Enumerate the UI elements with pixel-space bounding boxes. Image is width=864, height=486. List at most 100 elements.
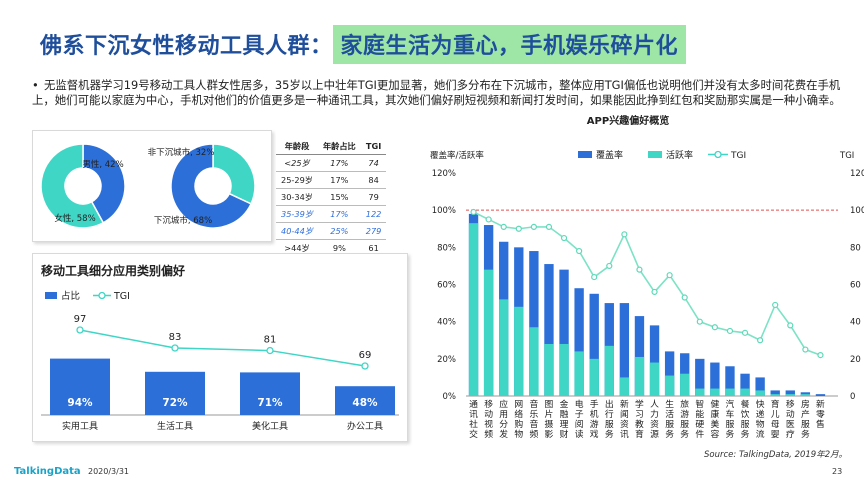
tgi-point [530, 223, 537, 230]
category-tick-label: 活 [665, 408, 674, 420]
share-bar [50, 358, 110, 415]
active-bar [740, 388, 750, 396]
subcategory-chart: 占比 TGI 94% 实用工具 72% 生活工具 71% 美化工具 48% 办公工具 97 83 81 6… [41, 290, 399, 432]
category-tick-label: 新 [620, 398, 629, 410]
active-bar [589, 358, 599, 396]
category-tick-label: 络 [514, 408, 523, 420]
category-tick-label: 办公工具 [347, 420, 383, 432]
active-bar [619, 377, 630, 396]
tgi-point [560, 234, 568, 242]
tgi-point [772, 301, 779, 309]
category-tick-label: 习 [635, 409, 644, 420]
age-table-cell: 74 [360, 154, 387, 172]
donut-charts: 男性, 42% 女性, 58% 非下沉城市, 32% 下沉城市, 68% [40, 143, 256, 229]
coverage-bar [710, 362, 720, 396]
legend-tgi-label: TGI [730, 151, 746, 161]
category-tick-label: 智 [695, 398, 704, 410]
age-table-row: 30-34岁 15% 79 [276, 188, 387, 206]
legend-share-swatch [45, 292, 57, 299]
category-tick-label: 社 [469, 418, 478, 430]
category-tick-label: 务 [801, 428, 810, 440]
category-tick-label: 务 [726, 428, 735, 440]
page-title: 佛系下沉女性移动工具人群： 家庭生活为重心，手机娱乐碎片化 [40, 24, 687, 64]
age-table-cell: 25-29岁 [276, 171, 318, 189]
tgi-point [485, 216, 492, 223]
coverage-bar [664, 351, 675, 396]
description-text: 无监督机器学习19号移动工具人群女性居多，35岁以上中壮年TGI更加显著，她们多… [32, 78, 841, 107]
category-tick-label: 汽 [726, 398, 735, 410]
category-tick-label: 实用工具 [62, 420, 98, 432]
y-left-tick-label: 80% [437, 243, 456, 253]
tgi-point [636, 266, 643, 273]
subcategory-chart-title: 移动工具细分应用类别偏好 [41, 264, 186, 278]
legend-coverage-swatch [578, 151, 592, 158]
active-bar [710, 388, 720, 396]
category-tick-label: 旅 [680, 398, 689, 410]
y-right-axis-label: TGI [839, 151, 854, 161]
share-bar-label: 71% [257, 397, 283, 409]
y-left-tick-label: 120% [432, 169, 456, 179]
category-tick-label: 零 [816, 409, 825, 420]
coverage-bar [649, 325, 660, 396]
age-table-cell: 84 [360, 171, 387, 189]
active-bar [634, 356, 645, 396]
tgi-point [515, 225, 522, 232]
category-tick-label: 出 [605, 398, 614, 410]
category-tick-label: 摄 [545, 418, 554, 430]
age-table-cell: 17% [317, 171, 361, 189]
share-bar-label: 72% [162, 397, 188, 409]
category-tick-label: 资 [650, 419, 659, 430]
category-tick-label: 疗 [786, 428, 795, 440]
tgi-point [696, 318, 703, 325]
y-right-tick-label: 120 [850, 169, 864, 179]
category-tick-label: 产 [801, 408, 810, 420]
age-table-cell: 40-44岁 [276, 222, 318, 240]
coverage-bar [544, 264, 554, 396]
donut2-label-0: 非下沉城市, 32% [148, 147, 215, 158]
active-bar [680, 373, 690, 396]
category-tick-label: 机 [590, 408, 599, 420]
category-tick-label: 务 [741, 428, 750, 440]
legend-share-label: 占比 [61, 290, 80, 302]
category-tick-label: 网 [514, 399, 523, 410]
category-tick-label: 戏 [590, 428, 599, 440]
tgi-point [470, 208, 477, 216]
category-tick-label: 移 [786, 398, 795, 410]
category-tick-label: 务 [680, 428, 689, 440]
y-right-tick-label: 0 [850, 392, 855, 402]
active-bar [755, 390, 765, 396]
age-table-cell: 17% [317, 154, 361, 172]
legend-active-label: 活跃率 [666, 149, 693, 161]
category-tick-label: 快 [756, 398, 765, 410]
category-tick-label: 康 [710, 408, 719, 420]
category-tick-label: 育 [635, 428, 644, 440]
y-right-tick-label: 40 [850, 318, 861, 328]
tgi-point [711, 324, 718, 331]
title-highlight: 家庭生活为重心，手机娱乐碎片化 [332, 24, 687, 64]
category-tick-label: 频 [529, 428, 538, 440]
y-left-tick-label: 40% [437, 318, 456, 328]
bullet-icon: • [32, 78, 39, 92]
category-tick-label: 婴 [771, 429, 780, 440]
category-tick-label: 流 [756, 428, 765, 440]
tgi-point [545, 223, 553, 230]
age-table-cell: 122 [360, 205, 387, 223]
category-tick-label: 美化工具 [252, 420, 288, 432]
coverage-bar [725, 366, 735, 396]
category-tick-label: 儿 [771, 409, 780, 420]
category-tick-label: 游 [590, 418, 599, 430]
active-bar [770, 394, 780, 396]
share-bar-label: 94% [67, 397, 93, 409]
category-tick-label: 服 [605, 419, 614, 430]
active-bar [574, 351, 584, 396]
category-tick-label: 件 [695, 428, 704, 440]
tgi-point [266, 346, 274, 355]
y-right-tick-label: 100 [850, 206, 864, 216]
category-tick-label: 硬 [695, 419, 704, 430]
category-tick-label: 物 [514, 428, 523, 440]
age-table-cell: <25岁 [276, 154, 318, 172]
donut2-slice-1 [170, 143, 253, 229]
category-tick-label: 音 [529, 418, 538, 430]
share-bar-label: 48% [352, 397, 378, 409]
category-tick-label: 售 [816, 418, 825, 430]
